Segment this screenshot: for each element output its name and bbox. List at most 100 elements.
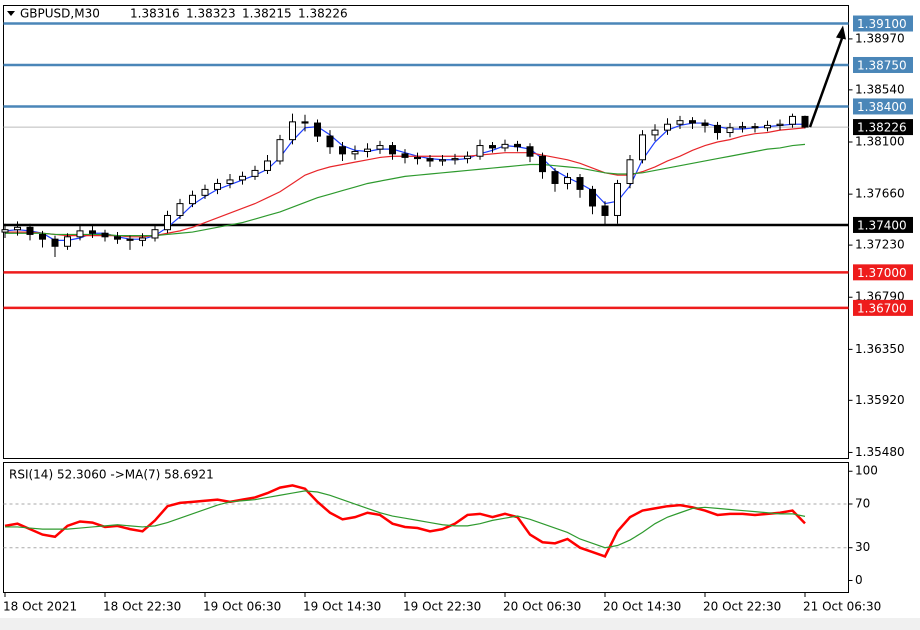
candle-body xyxy=(664,123,671,131)
candle-body xyxy=(451,158,459,161)
candle-body xyxy=(351,150,359,155)
candle-body xyxy=(101,232,109,238)
candle-body xyxy=(551,171,559,184)
candle-body xyxy=(114,236,121,240)
candle-body xyxy=(576,177,584,190)
candle-body xyxy=(339,146,346,155)
indicator-line xyxy=(5,490,806,549)
candle-body xyxy=(789,115,796,125)
candle-body xyxy=(314,122,321,137)
bottom-strip xyxy=(0,618,920,630)
level-label-box xyxy=(853,264,913,281)
candle-body xyxy=(476,145,484,157)
y-tick-label: 1.37230 xyxy=(855,238,905,252)
x-tick-label: 20 Oct 06:30 xyxy=(503,600,581,614)
candle-body xyxy=(301,121,309,124)
y-tick-label: 70 xyxy=(855,497,870,511)
candle-body xyxy=(126,238,134,241)
candle-body xyxy=(76,230,84,238)
candle-body xyxy=(164,214,171,231)
current-price-label: 1.38226 xyxy=(857,121,907,135)
candle-body xyxy=(401,153,409,158)
candle-body xyxy=(564,177,571,184)
moving-average xyxy=(5,143,806,237)
level-label-box xyxy=(853,98,913,115)
candle-body xyxy=(376,145,384,150)
candle-body xyxy=(689,120,696,124)
candle-body xyxy=(526,146,534,157)
level-label: 1.39100 xyxy=(857,17,907,31)
candle-body xyxy=(26,226,34,235)
level-label: 1.38750 xyxy=(857,58,907,72)
rsi-label: RSI(14) 52.3060 ->MA(7) 58.6921 xyxy=(9,468,214,482)
candle-body xyxy=(189,194,196,205)
candle-body xyxy=(151,229,159,239)
candle-body xyxy=(489,145,496,149)
indicator-line xyxy=(4,484,806,558)
level-label-box xyxy=(853,15,913,32)
candle-body xyxy=(764,124,771,129)
candle-body xyxy=(39,233,46,240)
arrow-head xyxy=(836,25,846,40)
candle-body xyxy=(64,236,71,247)
symbol: GBPUSD,M30 xyxy=(20,7,100,21)
candle-body xyxy=(651,129,659,136)
y-tick-label: 1.36350 xyxy=(855,342,905,356)
x-tick-label: 18 Oct 22:30 xyxy=(103,600,181,614)
x-tick-label: 19 Oct 14:30 xyxy=(303,600,381,614)
y-tick-label: 1.38100 xyxy=(855,135,905,149)
candle-body xyxy=(264,160,271,171)
candle-body xyxy=(364,148,371,152)
x-tick-label: 21 Oct 06:30 xyxy=(803,600,881,614)
menu-triangle[interactable] xyxy=(7,11,15,16)
y-tick-label: 1.35480 xyxy=(855,445,905,459)
level-label-box xyxy=(853,299,913,316)
candle-body xyxy=(139,237,146,241)
candle-body xyxy=(426,158,434,162)
candle-body xyxy=(626,159,634,184)
level-label: 1.37000 xyxy=(857,266,907,280)
candle-body xyxy=(514,143,521,148)
arrow-shaft xyxy=(808,35,845,128)
candle-body xyxy=(614,182,621,216)
y-tick-label: 30 xyxy=(855,540,870,554)
candle-body xyxy=(226,179,234,184)
level-label-box xyxy=(853,216,913,233)
x-tick-label: 20 Oct 22:30 xyxy=(703,600,781,614)
candle-body xyxy=(251,169,259,177)
level-label: 1.38400 xyxy=(857,100,907,114)
header: GBPUSD,M30 1.38316 1.38323 1.38215 1.382… xyxy=(20,7,348,21)
candle-body xyxy=(1,229,9,233)
y-tick-label: 100 xyxy=(855,464,878,478)
candle-body xyxy=(751,126,759,129)
candle-body xyxy=(539,155,546,173)
y-tick-label: 1.35920 xyxy=(855,393,905,407)
x-tick-label: 19 Oct 06:30 xyxy=(203,600,281,614)
header-close: 1.38226 xyxy=(298,7,348,21)
y-tick-label: 0 xyxy=(855,573,863,587)
candle-body xyxy=(51,238,59,247)
candle-body xyxy=(239,175,246,181)
candle-body xyxy=(801,115,809,128)
x-tick-label: 19 Oct 22:30 xyxy=(403,600,481,614)
candle-body xyxy=(289,121,296,141)
candle-body xyxy=(739,126,746,129)
candle-body xyxy=(589,188,596,207)
x-tick-label: 18 Oct 2021 xyxy=(3,600,77,614)
x-tick-label: 20 Oct 14:30 xyxy=(603,600,681,614)
candle-body xyxy=(601,205,609,216)
candle-body xyxy=(639,134,646,161)
y-tick-label: 1.38970 xyxy=(855,31,905,45)
candle-body xyxy=(776,123,784,126)
candle-body xyxy=(714,124,721,134)
header-high: 1.38323 xyxy=(186,7,236,21)
candle-body xyxy=(414,156,421,160)
candle-body xyxy=(89,230,96,234)
candle-body xyxy=(326,135,334,148)
candle-body xyxy=(214,182,221,190)
candle-body xyxy=(276,139,284,162)
candle-body xyxy=(14,226,21,231)
level-label: 1.37400 xyxy=(857,218,907,232)
candle-body xyxy=(201,188,209,196)
level-label: 1.36700 xyxy=(857,301,907,315)
